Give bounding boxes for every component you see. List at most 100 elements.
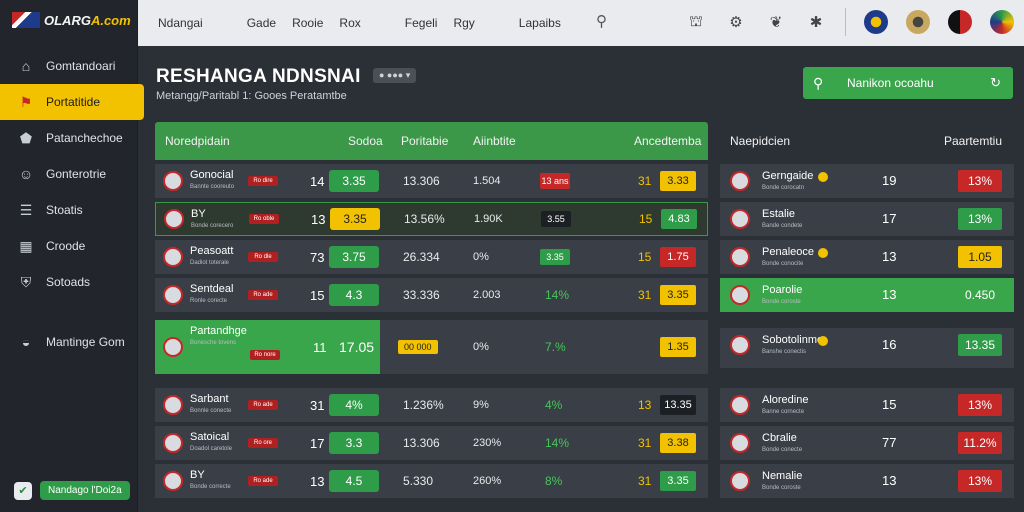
top-nav-item[interactable]: Ndangai: [158, 16, 203, 30]
row-name: Sarbant: [190, 393, 229, 405]
side-row[interactable]: Estalie Bande condete 17 13%: [720, 202, 1014, 236]
col-c2[interactable]: Sodoa: [348, 134, 383, 148]
title-dropdown[interactable]: ● ●●● ▾: [373, 68, 417, 83]
side-row[interactable]: Aloredine Banne cornecte 15 13%: [720, 388, 1014, 422]
sidebar-item[interactable]: ⌂ Gomtandoari: [0, 48, 137, 84]
team-logo-icon: [730, 247, 750, 267]
side-col-name[interactable]: Naepidcien: [730, 134, 791, 148]
side-row[interactable]: Poarolie Bonde coroste 13 0.450: [720, 278, 1014, 312]
sidebar-item-label: Mantinge Gom: [46, 335, 125, 349]
side-row-pct: 13%: [958, 208, 1002, 230]
side-row-pct: 13.35: [958, 334, 1002, 356]
sidebar-item[interactable]: ▦ Croode: [0, 228, 137, 264]
top-icons: ⛫ ⚙ ❦ ✱: [685, 8, 1014, 36]
runner-icon[interactable]: ✱: [809, 14, 823, 31]
row-c4-ext: 0%: [473, 341, 489, 353]
side-row[interactable]: Nemalie Bonde coroste 13 13%: [720, 464, 1014, 498]
table-row[interactable]: Satoical Doadol caretole Ro ore 17 3.3 13.306…: [155, 426, 708, 460]
top-nav-item[interactable]: Rgy: [453, 16, 475, 30]
table-row[interactable]: BY Bonde correcte Ro ade 13 4.5 5.330 260% 8% 31…: [155, 464, 708, 498]
col-name[interactable]: Noredpidain: [165, 134, 230, 148]
row-name: Partandhge: [190, 325, 247, 337]
sidebar-item-label: Stoatis: [46, 203, 83, 217]
top-nav-item[interactable]: Fegeli: [404, 16, 438, 30]
row-c6-num: 31: [638, 288, 652, 302]
row-c6-num: 15: [639, 212, 653, 226]
team-blue-icon[interactable]: [864, 10, 888, 34]
table-row[interactable]: Sarbant Bonnle conecte Ro ade 31 4% 1.236% 9% 4…: [155, 388, 708, 422]
row-c5: 8%: [545, 474, 563, 488]
flag-icon: [12, 12, 40, 28]
gear-icon[interactable]: ⚙: [729, 14, 743, 31]
side-row-pct: 1.05: [958, 246, 1002, 268]
side-row-num: 13: [882, 473, 897, 488]
col-c4[interactable]: Aiinbtite: [473, 134, 516, 148]
sidebar-item[interactable]: ⬟ Patanchechoe: [0, 120, 137, 156]
user-icon: ☺: [18, 166, 34, 182]
team-gold-icon[interactable]: [906, 10, 930, 34]
search-button[interactable]: ⚲ Nanikon ocoahu ↻: [803, 67, 1013, 99]
sidebar-item[interactable]: ⚑ Portatitide: [0, 84, 144, 120]
row-badge: Ro nore: [250, 350, 280, 360]
col-c3[interactable]: Poritabie: [401, 134, 449, 148]
top-nav-item[interactable]: Rox: [339, 16, 361, 30]
table-row[interactable]: Peasoatt Dadiot toterale Ro dle 73 3.75 26.33…: [155, 240, 708, 274]
team-logo-icon: [730, 395, 750, 415]
sidebar-item[interactable]: ◒ Mantinge Gom: [0, 324, 137, 360]
search-icon[interactable]: ⚲: [596, 13, 607, 30]
row-num: 13: [311, 211, 326, 227]
row-badge: Ro ade: [248, 400, 278, 410]
col-c6[interactable]: Ancedtemba: [634, 134, 702, 148]
side-row-num: 77: [882, 435, 897, 450]
brand-logo[interactable]: OLARG A.com: [0, 0, 137, 40]
leaf-icon[interactable]: ❦: [769, 14, 783, 31]
top-nav-item[interactable]: Rooie: [292, 16, 324, 30]
row-num: 31: [310, 397, 325, 413]
side-row[interactable]: Gerngaide Bonde corocatn 19 13%: [720, 164, 1014, 198]
team-red-icon[interactable]: [948, 10, 972, 34]
row-c5: 13 ans: [540, 173, 570, 189]
search-icon: ⚲: [813, 74, 824, 91]
side-row-pct: 13%: [958, 394, 1002, 416]
row-name: Sentdeal: [190, 283, 234, 295]
sidebar-item[interactable]: ☰ Stoatis: [0, 192, 137, 228]
row-name: Satoical: [190, 431, 230, 443]
table-row[interactable]: Gonocial Bannte cooreuto Ro dire 14 3.35 13.3…: [155, 164, 708, 198]
sidebar-item-label: Patanchechoe: [46, 131, 123, 145]
team-green-icon[interactable]: [990, 10, 1014, 34]
row-badge: Ro ore: [248, 438, 278, 448]
footer-pill[interactable]: Nandago l'Doi2a: [40, 481, 130, 500]
top-nav-item[interactable]: Lapaibs: [518, 16, 561, 30]
row-value: 3.35: [329, 170, 379, 192]
row-value: 3.75: [329, 246, 379, 268]
team-logo-icon: [163, 285, 183, 305]
sidebar-item-label: Portatitide: [46, 95, 101, 109]
row-meta: Doadol caretole: [190, 446, 233, 452]
side-row[interactable]: Sobotolinme Banshe conectis 16 13.35: [720, 328, 1014, 368]
side-row[interactable]: Cbralie Bonde conecte 77 11.2%: [720, 426, 1014, 460]
table-row[interactable]: BY Bonde corecero Ro oble 13 3.35 13.56% 1.90K…: [155, 202, 708, 236]
row-c3: 13.306: [403, 174, 440, 188]
side-row-meta: Bonde conocite: [762, 261, 804, 267]
side-row[interactable]: Penaleoce Bonde conocite 13 1.05: [720, 240, 1014, 274]
camera-icon[interactable]: ⛫: [689, 12, 703, 30]
sidebar-item[interactable]: ⛨ Sotoads: [0, 264, 137, 300]
table-row[interactable]: Partandhge Bonesche tovens Ro nore 11 17.05: [155, 320, 380, 374]
top-nav-item[interactable]: Gade: [246, 16, 277, 30]
row-c6: 3.35: [660, 285, 696, 305]
side-row-meta: Bonde corocatn: [762, 185, 805, 191]
row-badge: Ro oble: [249, 214, 279, 224]
row-c3: 13.306: [403, 436, 440, 450]
title-tag: ● ●●● ▾: [373, 68, 417, 83]
row-c6: 4.83: [661, 209, 697, 229]
sidebar-item-label: Croode: [46, 239, 86, 253]
row-c3: 1.236%: [403, 398, 444, 412]
row-meta: Dadiot toterale: [190, 260, 230, 266]
sidebar-item[interactable]: ☺ Gonterotrie: [0, 156, 137, 192]
table-row[interactable]: Sentdeal Ronle corecte Ro ade 15 4.3 33.336 2.…: [155, 278, 708, 312]
side-col-pct[interactable]: Paartemtiu: [944, 134, 1003, 148]
row-c6-ext: 1.35: [660, 337, 696, 357]
side-row-name: Sobotolinme: [762, 334, 824, 346]
side-row-meta: Bonde conecte: [762, 447, 803, 453]
row-c4: 9%: [473, 399, 489, 411]
